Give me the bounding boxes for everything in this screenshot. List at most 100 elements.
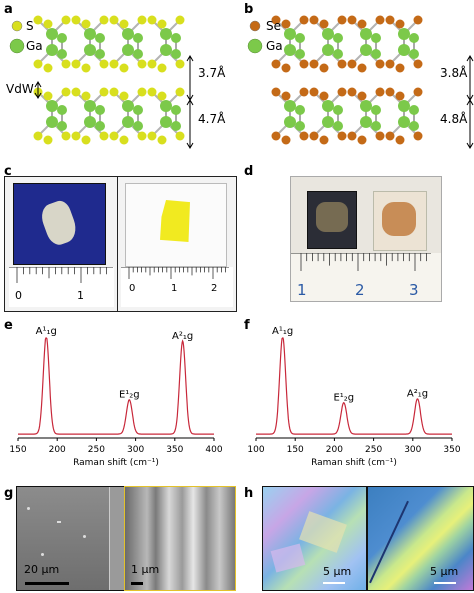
chalcogen-atom xyxy=(357,63,367,73)
chalcogen-atom xyxy=(319,63,329,73)
gase-flake-on-dark-substrate xyxy=(307,191,357,249)
chalcogen-atom xyxy=(319,135,329,145)
chalcogen-atom xyxy=(71,87,81,97)
chalcogen-atom xyxy=(157,19,167,29)
layer-thickness-arrow-head-top xyxy=(186,99,194,106)
photo-frame-d: 1 2 3 xyxy=(290,176,442,302)
ga-atom xyxy=(171,121,181,131)
chalcogen-atom xyxy=(385,87,395,97)
ruler-right xyxy=(121,267,233,307)
chalcogen-atom xyxy=(281,63,291,73)
ga-atom xyxy=(84,116,96,128)
x-axis-label: Raman shift (cm⁻¹) xyxy=(311,458,397,468)
chalcogen-atom xyxy=(119,91,129,101)
x-tick-label: 350 xyxy=(166,445,183,455)
chalcogen-atom xyxy=(147,131,157,141)
chalcogen-atom xyxy=(157,135,167,145)
x-tick-label: 200 xyxy=(49,445,66,455)
ruler-left-1: 1 xyxy=(77,289,84,302)
ga-atom xyxy=(371,49,381,59)
ga-atom xyxy=(284,100,296,112)
chalcogen-atom xyxy=(99,59,109,69)
x-tick-label: 150 xyxy=(287,445,304,455)
legend-chalcogen-atom xyxy=(249,20,261,32)
chalcogen-atom xyxy=(299,131,309,141)
chalcogen-atom xyxy=(81,91,91,101)
ga-atom xyxy=(57,49,67,59)
ga-atom xyxy=(360,44,372,56)
ruler-right-0: 0 xyxy=(129,283,136,294)
ga-atom xyxy=(122,44,134,56)
x-tick-label: 150 xyxy=(9,445,26,455)
chalcogen-atom xyxy=(271,87,281,97)
panel-letter-h: h xyxy=(244,486,254,501)
chalcogen-atom xyxy=(281,91,291,101)
chalcogen-atom xyxy=(385,15,395,25)
ga-atom xyxy=(171,33,181,43)
chalcogen-atom xyxy=(147,87,157,97)
chalcogen-atom xyxy=(319,19,329,29)
interlayer-arrow-head-top xyxy=(186,55,194,62)
ga-atom xyxy=(398,28,410,40)
chalcogen-atom xyxy=(147,15,157,25)
ga-atom xyxy=(295,121,305,131)
chalcogen-atom xyxy=(375,131,385,141)
chalcogen-atom xyxy=(337,59,347,69)
ga-atom xyxy=(95,121,105,131)
chalcogen-atom xyxy=(319,91,329,101)
chalcogen-atom xyxy=(71,15,81,25)
chalcogen-atom xyxy=(271,59,281,69)
x-tick-label: 250 xyxy=(365,445,382,455)
chalcogen-atom xyxy=(395,91,405,101)
ga-atom xyxy=(46,28,58,40)
chalcogen-atom xyxy=(147,59,157,69)
chalcogen-atom xyxy=(357,19,367,29)
chalcogen-atom xyxy=(61,87,71,97)
chalcogen-atom xyxy=(357,91,367,101)
ga-atom xyxy=(295,33,305,43)
optical-image-low-mag: 5 µm xyxy=(262,486,367,591)
ga-atom xyxy=(371,105,381,115)
ga-atom xyxy=(371,33,381,43)
peak-label: E¹₂g xyxy=(333,393,354,404)
ga-atom xyxy=(122,28,134,40)
ga-atom xyxy=(322,44,334,56)
ga-atom xyxy=(409,33,419,43)
chalcogen-atom xyxy=(99,131,109,141)
panel-letter-b: b xyxy=(244,2,254,17)
chalcogen-atom xyxy=(175,87,185,97)
ga-atom xyxy=(409,105,419,115)
legend-ga-label: Ga xyxy=(26,39,43,53)
ga-atom xyxy=(46,116,58,128)
chalcogen-atom xyxy=(385,59,395,69)
chalcogen-atom xyxy=(385,131,395,141)
chalcogen-atom xyxy=(175,15,185,25)
ga-atom xyxy=(398,100,410,112)
chalcogen-atom xyxy=(61,59,71,69)
ga-atom xyxy=(133,49,143,59)
ga-atom xyxy=(333,33,343,43)
chalcogen-atom xyxy=(157,63,167,73)
layer-thickness-arrow-head-top xyxy=(466,99,474,106)
ga-atom xyxy=(46,100,58,112)
vdw-arrow-head-bottom xyxy=(34,92,42,99)
chalcogen-atom xyxy=(347,59,357,69)
chalcogen-atom xyxy=(99,87,109,97)
ga-atom xyxy=(409,121,419,131)
ruler-right-2: 2 xyxy=(211,283,218,294)
ga-atom xyxy=(84,28,96,40)
ga-atom xyxy=(409,49,419,59)
chalcogen-atom xyxy=(299,15,309,25)
ga-atom xyxy=(295,49,305,59)
chalcogen-atom xyxy=(81,63,91,73)
ga-atom xyxy=(122,116,134,128)
chalcogen-atom xyxy=(175,59,185,69)
x-tick-label: 300 xyxy=(127,445,144,455)
chalcogen-atom xyxy=(413,131,423,141)
ga-atom xyxy=(95,33,105,43)
chalcogen-atom xyxy=(337,87,347,97)
gas-flake-on-blue-substrate xyxy=(13,183,106,265)
panel-letter-a: a xyxy=(4,2,13,17)
ga-atom xyxy=(133,121,143,131)
panel-letter-c: c xyxy=(4,164,12,179)
